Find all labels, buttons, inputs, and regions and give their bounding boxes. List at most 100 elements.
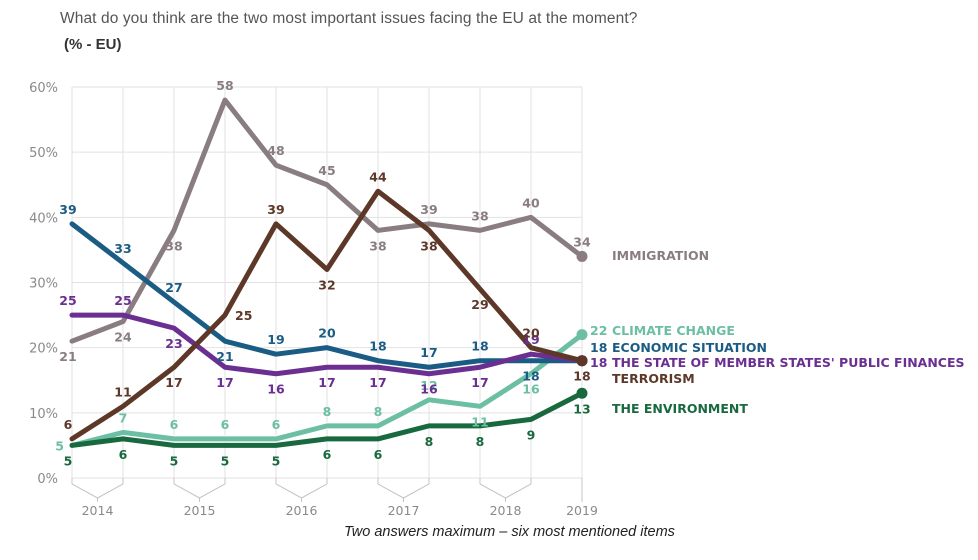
legend-label: THE STATE OF MEMBER STATES' PUBLIC FINAN…	[612, 355, 965, 370]
legend-label: ECONOMIC SITUATION	[612, 340, 767, 355]
series-end-marker	[576, 387, 588, 399]
x-tick-label: 2016	[286, 503, 318, 518]
data-label: 16	[267, 382, 285, 397]
data-label: 5	[170, 453, 179, 468]
data-label: 38	[165, 238, 182, 253]
data-label: 38	[420, 238, 437, 253]
series-end-marker	[576, 355, 588, 367]
data-label: 5	[55, 438, 64, 453]
data-label: 25	[59, 293, 76, 308]
data-label: 16	[420, 382, 438, 397]
y-tick-label: 60%	[29, 81, 58, 96]
data-label: 38	[471, 208, 488, 223]
data-label: 17	[369, 375, 386, 390]
data-label: 12	[420, 378, 437, 393]
legend-value: 18	[590, 355, 607, 370]
axes: 0%10%20%30%40%50%60%2014 2015 2016 2017 2018…	[29, 81, 598, 518]
year-bracket	[479, 478, 532, 499]
legend-value: 18	[590, 340, 607, 355]
x-tick-label: 2018	[490, 503, 522, 518]
data-label: 24	[114, 330, 132, 345]
data-label: 5	[64, 453, 73, 468]
data-label: 33	[114, 241, 131, 256]
data-label: 25	[235, 308, 252, 323]
data-label: 9	[527, 427, 536, 442]
series-end-marker	[576, 250, 588, 262]
year-bracket	[71, 478, 124, 499]
data-label: 6	[119, 447, 128, 462]
data-label: 39	[267, 202, 284, 217]
data-label: 6	[64, 417, 73, 432]
data-label: 11	[471, 414, 488, 429]
legend: IMMIGRATION 22 CLIMATE CHANGE 18 ECONOMIC SI…	[590, 248, 965, 416]
year-bracket	[377, 478, 430, 499]
data-label: 6	[170, 417, 179, 432]
data-label: 18	[471, 339, 488, 354]
data-label: 6	[272, 417, 281, 432]
data-label: 39	[420, 202, 437, 217]
series-end-marker	[576, 329, 588, 341]
data-label: 17	[471, 375, 488, 390]
data-label: 8	[374, 404, 383, 419]
data-label: 27	[165, 280, 182, 295]
y-tick-label: 30%	[29, 277, 58, 292]
legend-value: 22	[590, 323, 607, 338]
data-label: 7	[119, 410, 128, 425]
data-label: 38	[369, 238, 386, 253]
legend-label: THE ENVIRONMENT	[612, 401, 748, 416]
footnote: Two answers maximum – six most mentioned…	[344, 524, 675, 540]
x-tick-label: 2015	[184, 503, 216, 518]
data-label: 11	[114, 384, 131, 399]
y-tick-label: 20%	[29, 342, 58, 357]
data-label: 32	[318, 277, 335, 292]
data-label: 18	[573, 369, 590, 384]
data-label: 34	[573, 234, 591, 249]
data-label: 21	[59, 349, 76, 364]
data-label: 8	[425, 434, 434, 449]
series-line-climate-change	[69, 332, 585, 448]
data-label: 29	[471, 297, 488, 312]
data-label: 58	[216, 78, 233, 93]
data-label: 18	[522, 369, 539, 384]
data-label: 8	[323, 404, 332, 419]
y-tick-label: 0%	[37, 472, 58, 487]
data-label: 39	[59, 202, 76, 217]
chart-subtitle: (% - EU)	[64, 36, 122, 53]
year-bracket	[173, 478, 226, 499]
x-tick-label: 2019	[566, 503, 598, 518]
y-tick-label: 40%	[29, 211, 58, 226]
data-label: 40	[522, 195, 540, 210]
series-line-the-environment	[69, 390, 585, 448]
data-label: 21	[216, 349, 233, 364]
legend-label: IMMIGRATION	[612, 248, 709, 263]
data-label: 17	[420, 345, 437, 360]
x-tick-label: 2014	[82, 503, 114, 518]
y-tick-label: 10%	[29, 407, 58, 422]
data-label: 6	[323, 447, 332, 462]
data-label: 20	[522, 326, 540, 341]
data-label: 18	[369, 339, 386, 354]
data-label: 25	[114, 293, 131, 308]
data-label: 48	[267, 143, 284, 158]
data-label: 16	[522, 382, 540, 397]
data-label: 20	[318, 326, 336, 341]
data-label: 17	[165, 375, 182, 390]
data-label: 19	[522, 332, 539, 347]
data-label: 23	[165, 336, 182, 351]
y-tick-label: 50%	[29, 146, 58, 161]
series-line-immigration	[69, 97, 585, 344]
chart-title: What do you think are the two most impor…	[60, 10, 638, 27]
data-label: 13	[573, 401, 590, 416]
data-label: 5	[272, 453, 281, 468]
data-label: 5	[221, 453, 230, 468]
data-label: 17	[216, 375, 233, 390]
year-bracket	[275, 478, 328, 499]
data-label: 44	[369, 169, 387, 184]
series-line-terrorism	[69, 188, 585, 442]
data-label: 6	[221, 417, 230, 432]
data-label: 17	[318, 375, 335, 390]
data-label: 6	[374, 447, 383, 462]
x-tick-label: 2017	[388, 503, 420, 518]
